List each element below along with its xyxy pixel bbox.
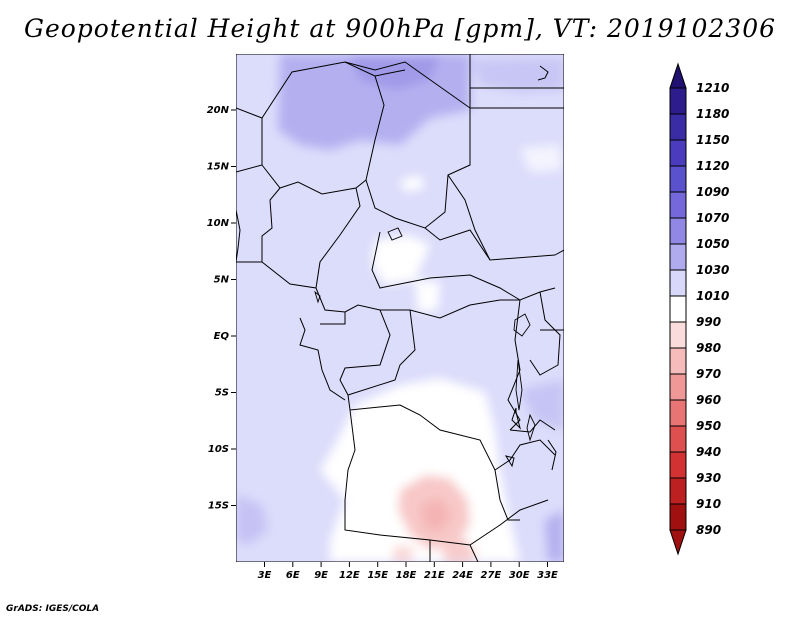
colorbar-segment: [669, 321, 687, 349]
colorbar-segment: [669, 269, 687, 297]
lon-label: 15E: [367, 570, 388, 581]
colorbar-label: 960: [696, 393, 721, 407]
colorbar-segment: [669, 113, 687, 141]
colorbar-label: 1010: [696, 289, 729, 303]
colorbar-label: 1210: [696, 81, 729, 95]
lon-label: 21E: [424, 570, 445, 581]
lon-label: 24E: [452, 570, 473, 581]
lon-label: 33E: [537, 570, 558, 581]
colorbar: 1210 1180 1150 1120 1090 1070 1050 1030 1010 990 9…: [669, 62, 729, 556]
colorbar-bottom-arrow: [669, 529, 687, 556]
lat-label: 20N: [207, 105, 230, 116]
colorbar-segment: [669, 165, 687, 193]
colorbar-label: 1180: [696, 107, 729, 121]
lon-label: 9E: [314, 570, 328, 581]
colorbar-label: 1150: [696, 133, 729, 147]
height-field-shading: [236, 54, 564, 562]
colorbar-label: 980: [696, 341, 721, 355]
latitude-axis: 20N 15N 10N 5N EQ 5S 10S 15S: [207, 105, 236, 512]
lat-label: 10S: [208, 444, 229, 455]
colorbar-label: 1120: [696, 159, 729, 173]
map-title: Geopotential Height at 900hPa [gpm], VT:…: [23, 14, 777, 43]
colorbar-segment: [669, 295, 687, 323]
colorbar-segment: [669, 425, 687, 453]
colorbar-segment: [669, 243, 687, 271]
colorbar-label: 1090: [696, 185, 729, 199]
colorbar-label: 970: [696, 367, 721, 381]
colorbar-segment: [669, 399, 687, 427]
lat-label: EQ: [214, 331, 230, 342]
colorbar-segment: [669, 217, 687, 245]
lat-label: 5S: [215, 388, 229, 399]
colorbar-segment: [669, 503, 687, 531]
colorbar-label: 1030: [696, 263, 729, 277]
map-plot-area: [236, 54, 564, 562]
colorbar-segment: [669, 451, 687, 479]
colorbar-top-arrow: [669, 62, 687, 89]
lon-label: 3E: [258, 570, 272, 581]
lon-label: 27E: [481, 570, 502, 581]
colorbar-segment: [669, 139, 687, 167]
colorbar-label: 1070: [696, 211, 729, 225]
colorbar-label: 1050: [696, 237, 729, 251]
lon-label: 12E: [339, 570, 360, 581]
lon-label: 6E: [286, 570, 300, 581]
colorbar-label: 890: [696, 523, 721, 537]
colorbar-label: 910: [696, 497, 721, 511]
colorbar-label: 950: [696, 419, 721, 433]
lat-label: 10N: [207, 218, 230, 229]
lat-label: 15S: [208, 501, 229, 512]
colorbar-segment: [669, 477, 687, 505]
grads-credit: GrADS: IGES/COLA: [6, 604, 100, 614]
lon-label: 30E: [509, 570, 530, 581]
colorbar-label: 940: [696, 445, 721, 459]
lat-label: 15N: [207, 162, 230, 173]
lon-label: 18E: [396, 570, 417, 581]
colorbar-label: 930: [696, 471, 721, 485]
colorbar-segment: [669, 347, 687, 375]
lat-label: 5N: [214, 275, 230, 286]
colorbar-segment: [669, 87, 687, 115]
colorbar-segment: [669, 191, 687, 219]
colorbar-label: 990: [696, 315, 721, 329]
country-borders: [236, 54, 564, 562]
longitude-axis: 3E 6E 9E 12E 15E 18E 21E 24E 27E 30E 33E: [258, 562, 558, 581]
colorbar-segment: [669, 373, 687, 401]
lake-outlines: [314, 227, 536, 442]
